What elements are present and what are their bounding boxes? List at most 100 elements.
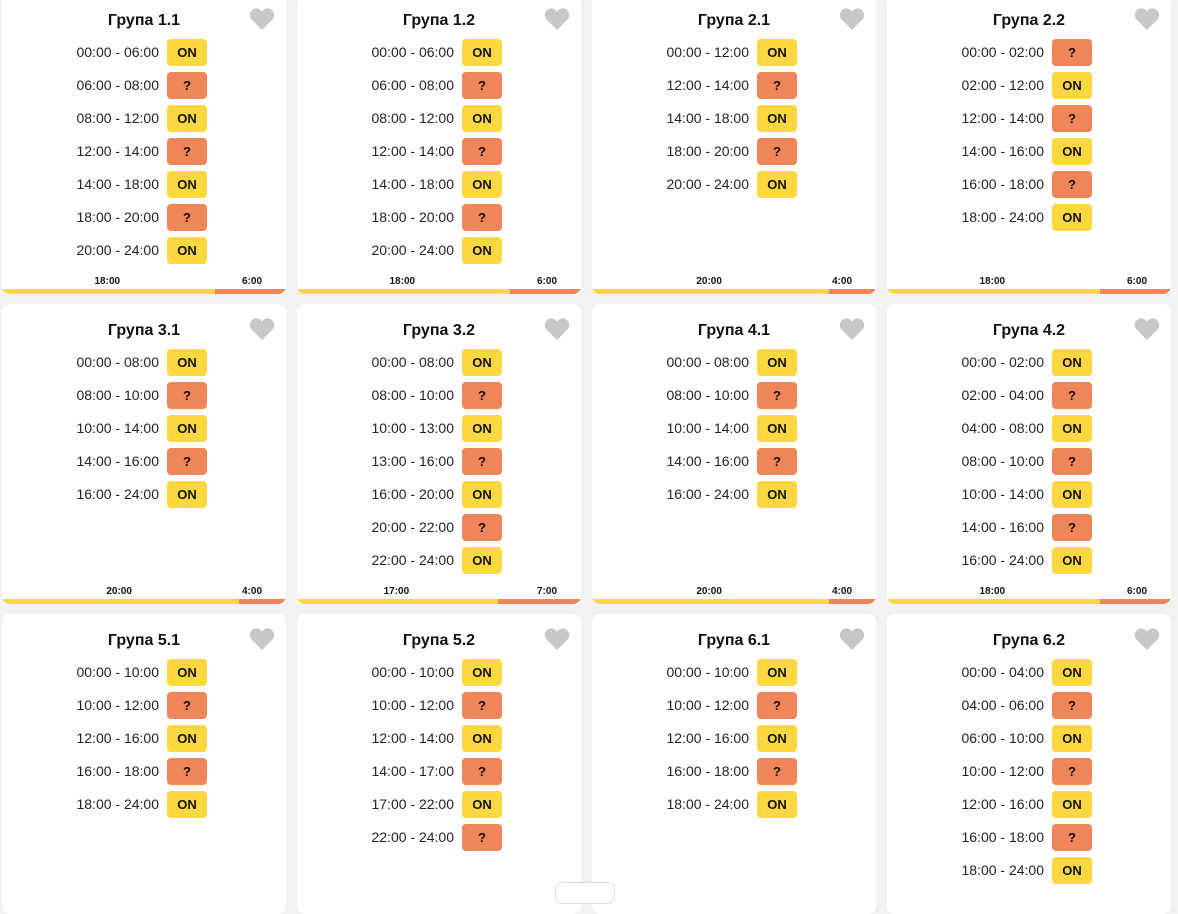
schedule-row: 12:00 - 14:00?	[2, 138, 286, 171]
time-range: 14:00 - 16:00	[961, 519, 1044, 535]
summary-bar-on	[887, 599, 1100, 604]
status-badge-on: ON	[757, 349, 797, 376]
status-badge-unknown: ?	[462, 72, 502, 99]
time-range: 08:00 - 10:00	[371, 387, 454, 403]
time-range: 00:00 - 10:00	[76, 664, 159, 680]
on-hours-label: 20:00	[696, 586, 722, 597]
time-range: 18:00 - 24:00	[76, 796, 159, 812]
scroll-top-button[interactable]	[555, 882, 615, 904]
time-range: 16:00 - 24:00	[666, 486, 749, 502]
status-badge-unknown: ?	[1052, 692, 1092, 719]
time-range: 12:00 - 16:00	[666, 730, 749, 746]
off-hours-label: 6:00	[1126, 586, 1147, 597]
off-hours-label: 4:00	[831, 276, 852, 287]
heart-icon[interactable]	[544, 627, 570, 651]
group-card: Група 4.1 00:00 - 08:00 ON 08:00 - 10:00? 10…	[592, 304, 876, 604]
time-range: 16:00 - 18:00	[666, 763, 749, 779]
heart-icon[interactable]	[839, 317, 865, 341]
status-badge-on: ON	[757, 171, 797, 198]
schedule-list: 00:00 - 04:00 ON 04:00 - 06:00? 06:00 - 10:…	[887, 659, 1171, 890]
summary-labels: 20:00 4:00	[2, 586, 286, 598]
status-badge-unknown: ?	[462, 758, 502, 785]
schedule-row: 12:00 - 14:00?	[592, 72, 876, 105]
schedule-row: 06:00 - 08:00?	[297, 72, 581, 105]
off-hours-label: 6:00	[1126, 276, 1147, 287]
group-title: Група 2.1	[697, 12, 771, 29]
time-range: 16:00 - 20:00	[371, 486, 454, 502]
heart-icon[interactable]	[544, 7, 570, 31]
schedule-row: 08:00 - 10:00?	[592, 382, 876, 415]
schedule-row: 00:00 - 02:00 ON	[887, 349, 1171, 382]
schedule-row: 22:00 - 24:00 ON	[297, 547, 581, 580]
heart-icon[interactable]	[1134, 627, 1160, 651]
schedule-row: 18:00 - 24:00 ON	[887, 857, 1171, 890]
status-badge-on: ON	[757, 105, 797, 132]
time-range: 04:00 - 06:00	[961, 697, 1044, 713]
status-badge-on: ON	[1052, 204, 1092, 231]
heart-icon[interactable]	[249, 7, 275, 31]
summary-labels: 17:00 7:00	[297, 586, 581, 598]
heart-icon[interactable]	[1134, 317, 1160, 341]
time-range: 10:00 - 14:00	[666, 420, 749, 436]
time-range: 00:00 - 04:00	[961, 664, 1044, 680]
time-range: 20:00 - 22:00	[371, 519, 454, 535]
summary-bar	[887, 599, 1171, 604]
group-card: Група 2.1 00:00 - 12:00 ON 12:00 - 14:00? 14…	[592, 0, 876, 294]
status-badge-on: ON	[1052, 72, 1092, 99]
summary-bar	[592, 289, 876, 294]
heart-icon[interactable]	[249, 317, 275, 341]
schedule-list: 00:00 - 02:00? 02:00 - 12:00 ON 12:00 - 14:…	[887, 39, 1171, 237]
time-range: 14:00 - 16:00	[76, 453, 159, 469]
schedule-row: 00:00 - 08:00 ON	[2, 349, 286, 382]
status-badge-on: ON	[1052, 547, 1092, 574]
group-title: Група 5.2	[402, 632, 476, 649]
group-title: Група 6.2	[992, 632, 1066, 649]
schedule-row: 14:00 - 16:00?	[887, 514, 1171, 547]
summary-labels: 18:00 6:00	[887, 586, 1171, 598]
status-badge-unknown: ?	[167, 138, 207, 165]
schedule-row: 22:00 - 24:00?	[297, 824, 581, 857]
schedule-row: 08:00 - 12:00 ON	[2, 105, 286, 138]
time-range: 08:00 - 10:00	[961, 453, 1044, 469]
time-range: 20:00 - 24:00	[666, 176, 749, 192]
heart-icon[interactable]	[1134, 7, 1160, 31]
status-badge-on: ON	[167, 415, 207, 442]
on-hours-label: 18:00	[979, 276, 1006, 287]
schedule-row: 17:00 - 22:00 ON	[297, 791, 581, 824]
schedule-row: 10:00 - 14:00 ON	[592, 415, 876, 448]
status-badge-unknown: ?	[462, 824, 502, 851]
schedule-row: 02:00 - 12:00 ON	[887, 72, 1171, 105]
status-badge-on: ON	[462, 791, 502, 818]
group-card: Група 5.2 00:00 - 10:00 ON 10:00 - 12:00? 12…	[297, 614, 581, 914]
time-range: 00:00 - 02:00	[961, 354, 1044, 370]
schedule-row: 10:00 - 14:00 ON	[2, 415, 286, 448]
schedule-row: 06:00 - 08:00?	[2, 72, 286, 105]
on-hours-label: 20:00	[106, 586, 132, 597]
status-badge-on: ON	[1052, 857, 1092, 884]
summary-bar	[887, 289, 1171, 294]
summary-bar-on	[592, 599, 829, 604]
time-range: 06:00 - 08:00	[76, 77, 159, 93]
summary-bar-on	[887, 289, 1100, 294]
heart-icon[interactable]	[839, 7, 865, 31]
status-badge-on: ON	[757, 415, 797, 442]
status-badge-unknown: ?	[1052, 382, 1092, 409]
time-range: 12:00 - 16:00	[961, 796, 1044, 812]
time-range: 04:00 - 08:00	[961, 420, 1044, 436]
schedule-row: 12:00 - 14:00?	[297, 138, 581, 171]
heart-icon[interactable]	[249, 627, 275, 651]
heart-icon[interactable]	[544, 317, 570, 341]
schedule-row: 16:00 - 18:00?	[592, 758, 876, 791]
schedule-row: 10:00 - 12:00?	[2, 692, 286, 725]
time-range: 12:00 - 16:00	[76, 730, 159, 746]
status-badge-on: ON	[462, 725, 502, 752]
status-badge-on: ON	[757, 659, 797, 686]
summary-bar	[297, 599, 581, 604]
heart-icon[interactable]	[839, 627, 865, 651]
schedule-row: 14:00 - 16:00?	[592, 448, 876, 481]
status-badge-unknown: ?	[757, 448, 797, 475]
status-badge-on: ON	[167, 791, 207, 818]
time-range: 10:00 - 14:00	[961, 486, 1044, 502]
status-badge-on: ON	[1052, 791, 1092, 818]
status-badge-unknown: ?	[167, 382, 207, 409]
